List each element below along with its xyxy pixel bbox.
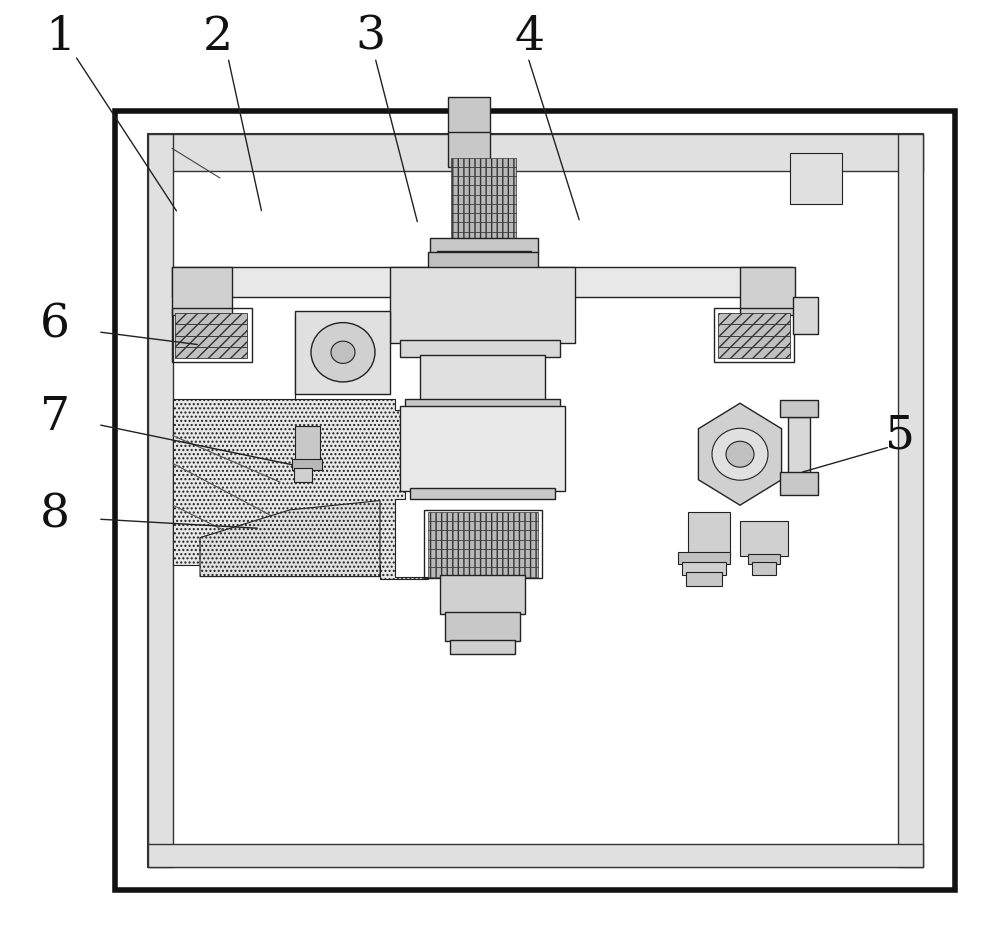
Polygon shape — [200, 501, 380, 577]
Bar — [410, 488, 555, 499]
Bar — [451, 185, 516, 195]
Bar — [451, 167, 516, 176]
Bar — [445, 612, 520, 641]
Bar — [451, 204, 516, 213]
Bar — [718, 313, 790, 324]
Bar — [172, 308, 252, 362]
Bar — [400, 406, 565, 491]
Bar — [172, 267, 232, 315]
Bar — [686, 572, 722, 586]
Bar — [175, 336, 247, 347]
Bar — [718, 336, 790, 347]
Bar — [390, 267, 575, 343]
Bar — [295, 311, 390, 394]
Bar — [448, 132, 490, 167]
Bar — [440, 575, 525, 614]
Text: 7: 7 — [40, 395, 70, 439]
Circle shape — [726, 441, 754, 467]
Polygon shape — [173, 315, 428, 579]
Bar — [450, 640, 515, 654]
Bar — [682, 562, 726, 575]
Bar — [420, 355, 545, 403]
Bar — [740, 521, 788, 556]
Bar — [780, 400, 818, 417]
Text: 6: 6 — [40, 302, 70, 347]
Text: 3: 3 — [355, 15, 385, 59]
Bar — [428, 558, 538, 567]
Bar — [451, 195, 516, 204]
Bar — [428, 512, 538, 521]
Bar — [451, 222, 516, 232]
Bar — [428, 521, 538, 530]
Bar — [294, 468, 312, 482]
Text: 8: 8 — [40, 492, 70, 537]
Bar — [793, 297, 818, 334]
Text: 1: 1 — [45, 15, 75, 59]
Bar — [400, 340, 560, 357]
Bar — [428, 540, 538, 549]
Bar — [451, 213, 516, 222]
Bar — [898, 134, 923, 867]
Bar — [295, 426, 320, 464]
Bar — [148, 844, 923, 867]
Bar — [115, 111, 955, 890]
Bar — [428, 252, 538, 269]
Circle shape — [331, 341, 355, 363]
Bar — [437, 251, 531, 268]
Bar — [451, 176, 516, 185]
Bar — [718, 324, 790, 336]
Bar — [718, 347, 790, 358]
Bar — [175, 347, 247, 358]
Text: 2: 2 — [203, 15, 233, 59]
Bar — [148, 134, 173, 867]
Bar — [405, 399, 560, 410]
Bar — [688, 512, 730, 556]
Bar — [175, 313, 247, 324]
Text: 5: 5 — [885, 413, 915, 458]
Bar — [714, 308, 794, 362]
Bar — [430, 238, 538, 253]
Bar — [424, 510, 542, 578]
Circle shape — [311, 323, 375, 382]
Bar — [172, 267, 792, 297]
Bar — [175, 324, 247, 336]
Bar — [428, 567, 538, 577]
Bar — [788, 417, 810, 475]
Bar — [451, 158, 516, 167]
Bar — [292, 459, 322, 470]
Bar — [428, 530, 538, 540]
Bar — [780, 472, 818, 495]
Bar — [748, 554, 780, 564]
Bar — [448, 97, 490, 134]
Bar — [752, 562, 776, 575]
Bar — [740, 267, 795, 315]
Bar — [451, 232, 516, 241]
Bar — [148, 134, 923, 171]
Circle shape — [712, 428, 768, 480]
Bar — [428, 549, 538, 558]
Text: 4: 4 — [515, 15, 545, 59]
Polygon shape — [698, 403, 782, 505]
Bar — [790, 153, 842, 204]
Bar — [678, 552, 730, 564]
Bar — [148, 134, 923, 867]
